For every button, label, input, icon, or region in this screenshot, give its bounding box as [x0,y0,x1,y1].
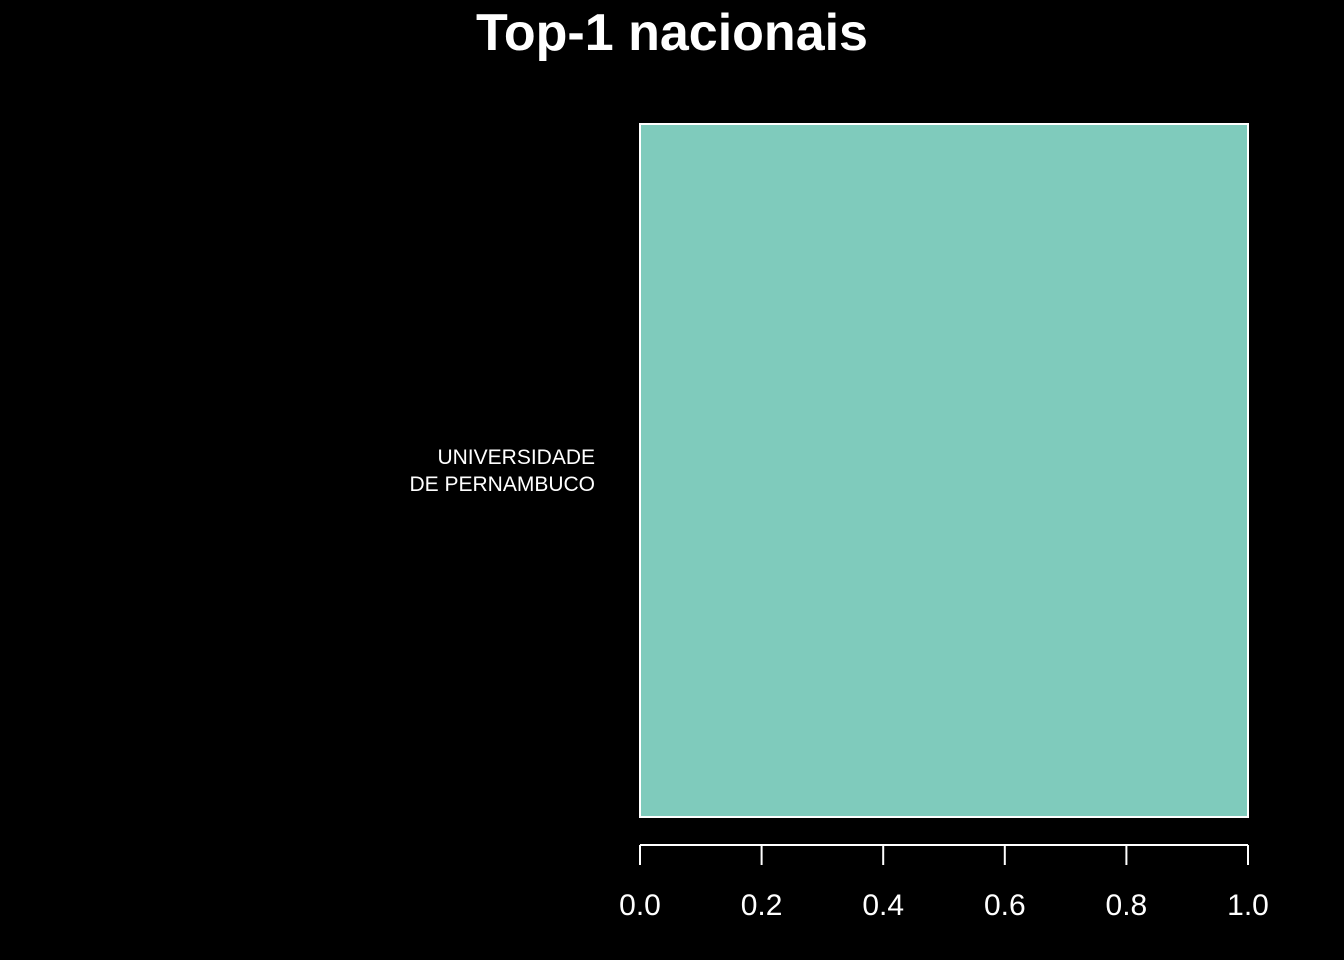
bar [639,123,1249,818]
category-labels: UNIVERSIDADE DE PERNAMBUCO [409,446,595,496]
chart-title: Top-1 nacionais [476,4,868,62]
x-tick-label: 0.8 [1106,889,1148,922]
category-label: UNIVERSIDADE DE PERNAMBUCO [409,446,595,496]
x-axis: 0.0 0.2 0.4 0.6 0.8 1.0 [619,844,1269,922]
category-label-line: DE PERNAMBUCO [409,473,595,496]
x-tick-label: 1.0 [1227,889,1269,922]
x-tick-label: 0.6 [984,889,1026,922]
x-tick-label: 0.0 [619,889,661,922]
x-tick-label: 0.2 [741,889,783,922]
bars-layer [639,123,1249,818]
category-label-line: UNIVERSIDADE [437,446,595,469]
x-tick-label: 0.4 [862,889,904,922]
